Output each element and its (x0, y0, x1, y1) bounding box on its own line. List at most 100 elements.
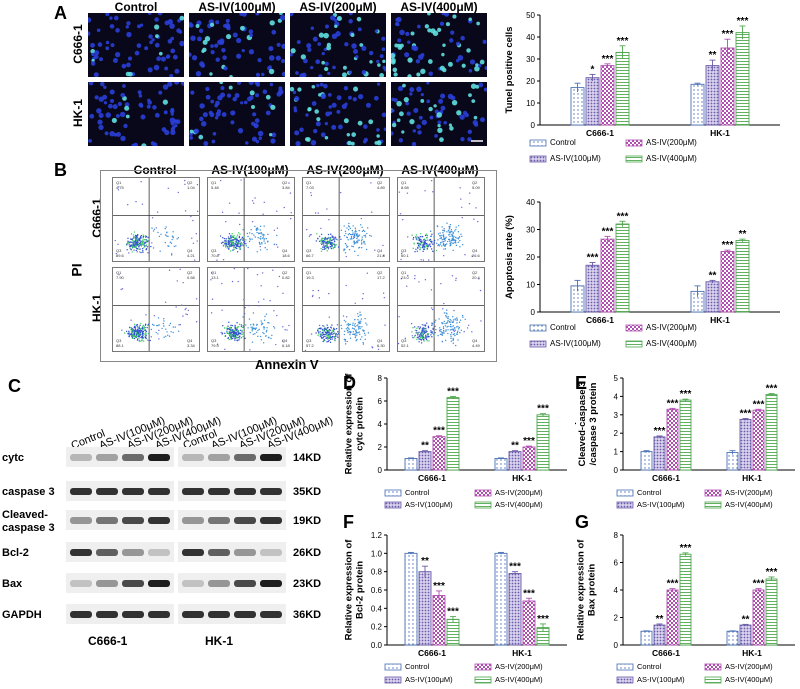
bar (446, 397, 460, 471)
legend-label: Control (405, 488, 430, 497)
legend-label: Control (637, 488, 662, 497)
significance-label: *** (617, 36, 629, 47)
flow-quadrant-label: Q4 (377, 248, 383, 253)
bar (705, 281, 720, 313)
legend-swatch (384, 501, 402, 509)
bar (679, 399, 692, 471)
legend-swatch (616, 676, 634, 684)
flow-quadrant-value: 1.04 (187, 185, 196, 190)
flow-quadrant-label: Q1 (306, 270, 312, 275)
y-tick-label: 8 (614, 531, 619, 540)
legend-label: Control (550, 138, 576, 147)
panel-label-a: A (54, 3, 67, 23)
significance-label: *** (740, 408, 752, 419)
x-tick-label: C666-1 (418, 648, 446, 658)
significance-label: *** (737, 16, 749, 27)
flow-quadrant-label: Q3 (211, 338, 217, 343)
flow-xlabel: Annexin V (255, 357, 319, 372)
bar (653, 624, 666, 646)
legend-label: AS-IV(400μM) (646, 339, 697, 348)
legend-swatch (529, 324, 547, 332)
bar (536, 414, 550, 471)
bar (432, 436, 446, 471)
chart-cytc: 0 2 4 6 8 Relative expression of cytc protein *… (344, 373, 567, 509)
y-tick-label: 5 (614, 374, 619, 383)
bar (615, 51, 630, 126)
significance-label: *** (680, 543, 692, 554)
significance-label: *** (433, 426, 445, 437)
panel-label-f: F (343, 512, 354, 532)
legend-swatch (616, 501, 634, 509)
significance-label: ** (709, 270, 717, 281)
flow-quadrant-value: 23.0 (401, 275, 410, 280)
significance-label: *** (753, 399, 765, 410)
significance-label: ** (511, 441, 519, 452)
y-tick-label: 30 (526, 226, 535, 235)
flow-quadrant-value: 89.6 (116, 253, 125, 258)
bar (765, 394, 778, 471)
bar (404, 552, 418, 646)
significance-label: *** (523, 588, 535, 599)
bar (720, 251, 735, 313)
flow-quadrant-value: 20.4 (472, 275, 481, 280)
bar (752, 409, 765, 471)
y-tick-label: 6 (614, 559, 619, 568)
flow-quadrant-value: 3.84 (282, 185, 291, 190)
tunel-micrograph (391, 13, 487, 77)
panel-label-d: D (343, 373, 356, 393)
significance-label: *** (680, 389, 692, 400)
significance-label: *** (654, 426, 666, 437)
y-axis-label: Relative expression of (575, 373, 577, 475)
flow-quadrant-label: Q1 (116, 270, 122, 275)
y-axis-label: Apoptosis rate (%) (504, 215, 515, 299)
tunel-micrograph (391, 82, 487, 146)
legend-swatch (616, 489, 634, 497)
legend-swatch (704, 663, 722, 671)
legend-swatch (474, 489, 492, 497)
y-tick-label: 20 (526, 253, 535, 262)
flow-quadrant-label: Q3 (116, 248, 122, 253)
flow-quadrant-value: 60.1 (401, 253, 410, 258)
y-tick-label: 4 (378, 420, 383, 429)
flow-quadrant-label: Q2 (377, 270, 383, 275)
legend-swatch (474, 501, 492, 509)
flow-quadrant-value: 4.21 (187, 253, 196, 258)
bar (585, 77, 600, 126)
x-tick-label: HK-1 (710, 128, 730, 138)
y-tick-label: 0 (614, 466, 619, 475)
significance-label: *** (602, 226, 614, 237)
legend-label: AS-IV(200μM) (646, 138, 697, 147)
flow-quadrant-value: 88.1 (116, 343, 125, 348)
x-tick-label: C666-1 (586, 128, 614, 138)
bar (690, 83, 705, 126)
blot-strip (66, 510, 174, 530)
legend-label: AS-IV(200μM) (495, 662, 543, 671)
legend-label: AS-IV(400μM) (725, 675, 773, 684)
bar (522, 600, 536, 646)
bar (522, 446, 536, 471)
blot-protein-label: caspase 3 (2, 486, 55, 498)
tunel-micrograph (290, 82, 386, 146)
y-axis-label: /caspase 3 protein (588, 382, 599, 465)
flow-quadrant-label: Q4 (472, 338, 478, 343)
bar (432, 595, 446, 646)
tunel-micrograph (88, 13, 184, 77)
legend-swatch (529, 340, 547, 348)
bar (735, 240, 750, 313)
y-axis-label: Relative expression of (576, 539, 587, 641)
blot-strip (66, 542, 174, 562)
flow-quadrant-value: 26.6 (472, 253, 481, 258)
y-tick-label: 4 (614, 586, 619, 595)
bar (404, 458, 418, 471)
legend-label: AS-IV(200μM) (646, 323, 697, 332)
significance-label: *** (766, 384, 778, 395)
y-tick-label: 8 (378, 374, 383, 383)
bar (705, 65, 720, 126)
legend-swatch (384, 489, 402, 497)
y-tick-label: 2 (378, 443, 383, 452)
x-tick-label: HK-1 (742, 473, 762, 483)
y-axis-label: Bax protein (587, 564, 598, 616)
